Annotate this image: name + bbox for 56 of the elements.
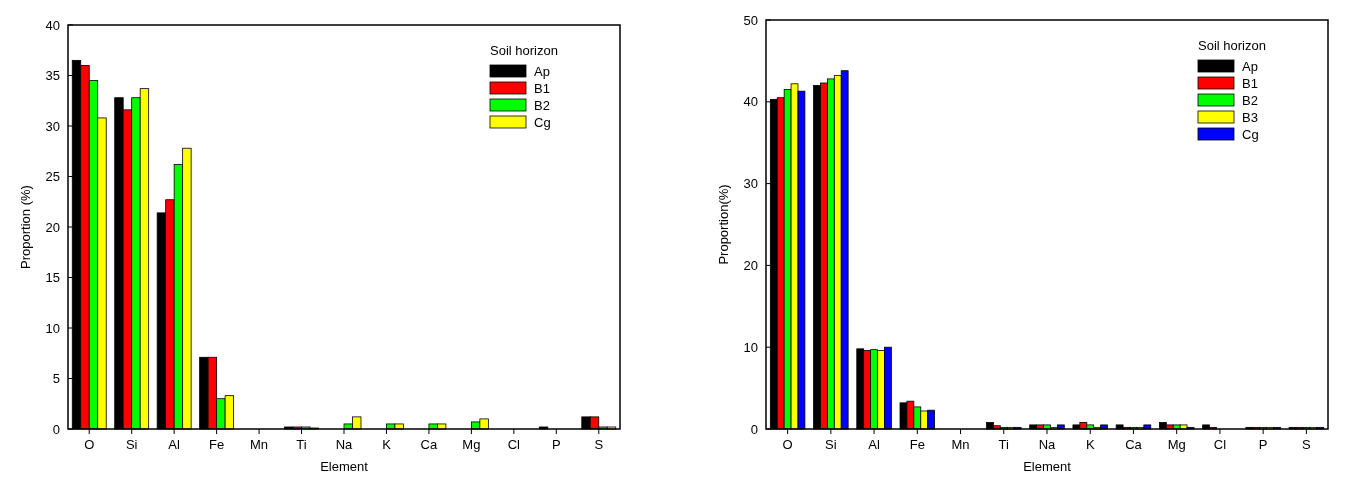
- legend-label: B3: [1242, 110, 1258, 125]
- x-axis-title: Element: [1023, 459, 1072, 474]
- x-axis-title: Element: [320, 459, 369, 474]
- x-tick-label: Cl: [507, 437, 521, 452]
- legend-label: Ap: [1242, 59, 1258, 74]
- x-tick-label: Mn: [951, 437, 970, 452]
- x-tick-label: K: [1085, 437, 1095, 452]
- x-tick-label: Al: [168, 437, 181, 452]
- legend-label: B2: [534, 98, 550, 113]
- y-tick-label: 10: [45, 320, 60, 336]
- y-tick-label: 15: [45, 270, 60, 286]
- x-tick-label: Fe: [909, 437, 925, 452]
- y-tick-label: 25: [45, 169, 60, 185]
- x-tick-label: Mn: [250, 437, 269, 452]
- legend-title: Soil horizon: [490, 43, 558, 58]
- x-tick-label: Ca: [420, 437, 438, 452]
- legend-label: B1: [1242, 76, 1258, 91]
- y-axis-title: Proportion (%): [18, 185, 33, 269]
- y-tick-label: 40: [743, 94, 758, 110]
- legend-label: Cg: [1242, 127, 1259, 142]
- x-tick-label: Mg: [1167, 437, 1186, 452]
- y-tick-label: 0: [52, 421, 60, 437]
- x-tick-label: Ti: [998, 437, 1010, 452]
- y-tick-label: 50: [743, 12, 758, 28]
- y-tick-label: 30: [743, 176, 758, 192]
- x-tick-label: Si: [125, 437, 138, 452]
- x-tick-label: O: [84, 437, 95, 452]
- x-tick-label: Ca: [1125, 437, 1143, 452]
- x-tick-label: Al: [868, 437, 880, 452]
- legend-label: B2: [1242, 93, 1258, 108]
- y-tick-label: 35: [45, 68, 60, 84]
- y-tick-label: 20: [743, 257, 758, 273]
- x-tick-label: Fe: [209, 437, 225, 452]
- y-tick-label: 0: [750, 421, 758, 437]
- x-tick-label: O: [782, 437, 793, 452]
- legend-label: Ap: [534, 64, 550, 79]
- x-tick-label: K: [382, 437, 392, 452]
- x-tick-label: P: [1258, 437, 1268, 452]
- legend-label: Cg: [534, 115, 551, 130]
- y-tick-label: 40: [45, 17, 60, 33]
- x-tick-label: Ti: [296, 437, 307, 452]
- x-tick-label: S: [1302, 437, 1312, 452]
- y-tick-label: 5: [52, 371, 60, 387]
- x-tick-label: Na: [335, 437, 354, 452]
- y-tick-label: 30: [45, 118, 60, 134]
- legend-label: B1: [534, 81, 550, 96]
- x-tick-label: Mg: [462, 437, 481, 452]
- x-tick-label: Na: [1038, 437, 1057, 452]
- x-tick-label: S: [594, 437, 604, 452]
- x-tick-label: Cl: [1213, 437, 1227, 452]
- y-tick-label: 20: [45, 219, 60, 235]
- y-tick-label: 10: [743, 339, 758, 355]
- x-tick-label: Si: [825, 437, 837, 452]
- legend-title: Soil horizon: [1198, 38, 1266, 53]
- y-axis-title: Proportion(%): [716, 184, 731, 265]
- x-tick-label: P: [551, 437, 561, 452]
